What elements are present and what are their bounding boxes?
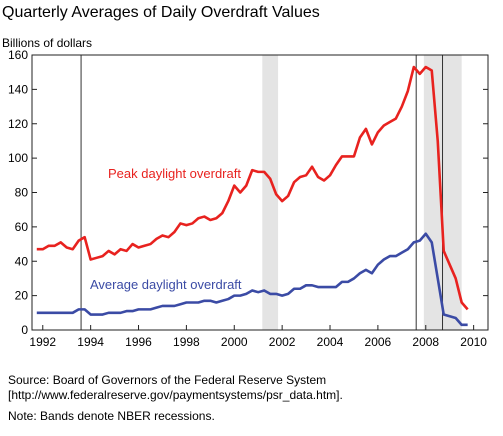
chart-title: Quarterly Averages of Daily Overdraft Va…: [2, 4, 320, 21]
y-tick-label: 100: [8, 151, 28, 165]
x-tick-label: 2006: [365, 335, 392, 349]
y-tick-label: 60: [15, 220, 29, 234]
x-tick-label: 2010: [460, 335, 487, 349]
note: Note: Bands denote NBER recessions.: [8, 409, 215, 423]
source-url: [http://www.federalreserve.gov/paymentsy…: [8, 388, 343, 402]
source: Source: Board of Governors of the Federa…: [8, 373, 326, 387]
series-line: [36, 232, 468, 327]
y-tick-label: 160: [8, 48, 28, 62]
series-label: Average daylight overdraft: [90, 277, 242, 292]
x-tick-label: 2002: [269, 335, 296, 349]
x-tick-label: 1992: [29, 335, 56, 349]
x-tick-label: 2008: [412, 335, 439, 349]
series-label: Peak daylight overdraft: [108, 166, 241, 181]
x-tick-label: 1998: [173, 335, 200, 349]
x-tick-label: 2000: [221, 335, 248, 349]
y-tick-label: 80: [15, 186, 29, 200]
y-tick-label: 40: [15, 254, 29, 268]
y-axis-label: Billions of dollars: [2, 36, 92, 50]
recession-band: [262, 55, 279, 330]
y-tick-label: 20: [15, 289, 29, 303]
x-tick-label: 2004: [317, 335, 344, 349]
x-tick-label: 1996: [125, 335, 152, 349]
y-tick-label: 120: [8, 117, 28, 131]
y-tick-label: 140: [8, 82, 28, 96]
x-tick-label: 1994: [77, 335, 104, 349]
series-line: [36, 65, 469, 311]
y-tick-label: 0: [21, 323, 28, 337]
